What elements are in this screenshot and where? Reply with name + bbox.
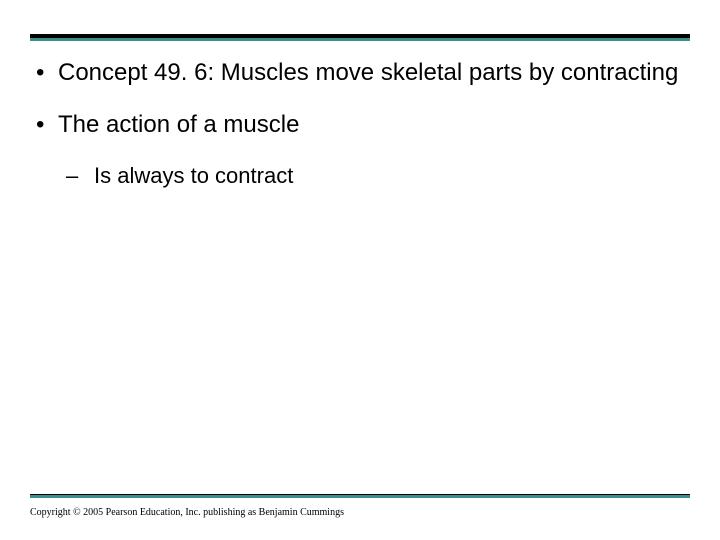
bullet-text: Concept 49. 6: Muscles move skeletal par… xyxy=(58,58,678,88)
bullet-level1: • Concept 49. 6: Muscles move skeletal p… xyxy=(36,58,684,88)
bullet-text: Is always to contract xyxy=(94,162,293,190)
slide: • Concept 49. 6: Muscles move skeletal p… xyxy=(0,0,720,540)
bullet-level2: – Is always to contract xyxy=(66,162,684,190)
bullet-text: The action of a muscle xyxy=(58,110,299,140)
copyright-text: Copyright © 2005 Pearson Education, Inc.… xyxy=(30,507,344,518)
bullet-marker: • xyxy=(36,110,58,140)
slide-content: • Concept 49. 6: Muscles move skeletal p… xyxy=(36,58,684,190)
bottom-accent xyxy=(30,495,690,498)
bullet-marker: • xyxy=(36,58,58,88)
top-accent xyxy=(30,38,690,41)
bullet-marker: – xyxy=(66,162,94,190)
bullet-level1: • The action of a muscle xyxy=(36,110,684,140)
